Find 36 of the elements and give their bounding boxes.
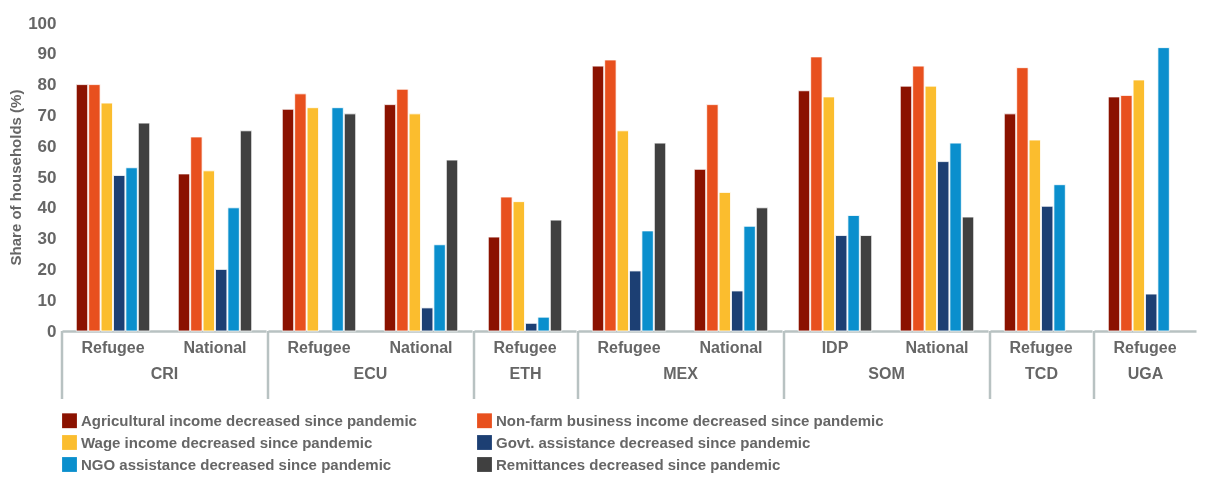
y-tick-label: 40 [37, 198, 57, 218]
y-tick-label: 0 [47, 321, 57, 341]
x-axis-title: ETH [509, 364, 542, 382]
legend-label: Non-farm business income decreased since pandemic [496, 411, 884, 429]
legend-label: Govt. assistance decreased since pandemic [496, 433, 811, 451]
legend-label: Agricultural income decreased since pandemic [81, 411, 417, 429]
x-tick-label: National [389, 338, 453, 356]
y-tick-label: 30 [37, 229, 57, 249]
x-tick-label: Refugee [493, 338, 557, 356]
legend-label: Wage income decreased since pandemic [81, 433, 373, 451]
x-axis-title: ECU [353, 364, 388, 382]
y-tick-label: 50 [37, 167, 57, 187]
y-tick-label: 90 [37, 44, 57, 64]
y-axis-title: Share of households (%) [7, 89, 25, 266]
x-tick-label: Refugee [287, 338, 351, 356]
x-axis-title: MEX [663, 364, 699, 382]
x-tick-label: Refugee [1113, 338, 1177, 356]
y-tick-label: 80 [37, 75, 57, 95]
x-axis-title: UGA [1127, 364, 1164, 382]
x-tick-label: Refugee [597, 338, 661, 356]
y-tick-label: 70 [37, 105, 57, 125]
x-tick-label: National [699, 338, 763, 356]
x-axis-title: CRI [150, 364, 179, 382]
x-tick-label: Refugee [81, 338, 145, 356]
x-axis-title: SOM [868, 364, 905, 382]
x-tick-label: IDP [821, 338, 849, 356]
x-tick-label: Refugee [1009, 338, 1073, 356]
legend-label: Remittances decreased since pandemic [496, 455, 781, 473]
y-tick-label: 20 [37, 259, 57, 279]
legend-label: NGO assistance decreased since pandemic [81, 455, 392, 473]
x-tick-label: National [183, 338, 247, 356]
y-tick-label: 60 [37, 136, 57, 156]
y-tick-label: 100 [28, 13, 57, 33]
x-tick-label: National [905, 338, 969, 356]
y-tick-label: 10 [37, 290, 57, 310]
x-axis-title: TCD [1025, 364, 1058, 382]
